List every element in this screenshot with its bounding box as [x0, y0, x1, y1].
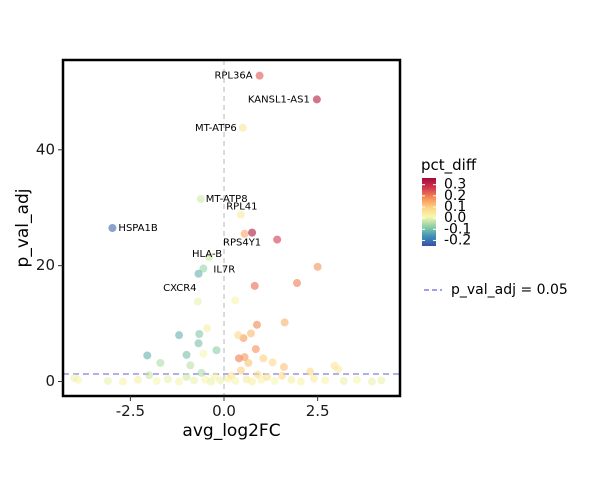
- data-point: [377, 376, 386, 385]
- colorbar-tick-label: 0.3: [444, 177, 466, 193]
- data-point: [273, 235, 282, 244]
- data-point: [352, 375, 361, 384]
- data-point: [236, 366, 245, 375]
- data-point: [199, 349, 208, 358]
- gene-label: IL7R: [213, 265, 235, 276]
- data-point: [231, 296, 240, 305]
- data-point: [152, 376, 161, 385]
- colorbar-tick-label: 0.1: [444, 199, 466, 215]
- labeled-data-point: [255, 71, 264, 80]
- colorbar-tick-label: -0.2: [444, 232, 471, 248]
- data-point: [367, 377, 376, 386]
- data-point: [287, 375, 296, 384]
- data-point: [156, 358, 165, 367]
- data-point: [251, 345, 260, 354]
- y-tick-label: 0: [45, 372, 55, 390]
- data-point: [175, 377, 184, 386]
- data-point: [190, 376, 199, 385]
- data-point: [248, 377, 257, 386]
- x-tick-label: 0.0: [212, 402, 236, 420]
- labeled-data-point: [312, 95, 321, 104]
- data-point: [244, 358, 253, 367]
- data-point: [306, 367, 315, 376]
- axes: -2.5 0.0 2.5 0 20 40 avg_log2FC p_val_adj: [13, 140, 330, 441]
- gene-label: RPS4Y1: [223, 238, 261, 249]
- y-tick-label: 20: [36, 256, 55, 274]
- data-point: [279, 363, 288, 372]
- y-tick-label: 40: [36, 140, 55, 158]
- data-point: [334, 365, 343, 374]
- gene-label: MT-ATP6: [195, 123, 237, 134]
- labeled-data-point: [108, 224, 117, 232]
- gene-label: RPL41: [226, 202, 257, 213]
- gene-label: HSPA1B: [118, 223, 157, 234]
- gene-label: HLA-B: [192, 249, 222, 260]
- colorbar: [422, 178, 436, 246]
- data-point: [252, 320, 261, 329]
- colorbar-tick-label: -0.1: [444, 221, 471, 237]
- data-point: [143, 351, 152, 360]
- gene-label: RPL36A: [214, 71, 252, 82]
- labeled-data-point: [199, 264, 208, 273]
- data-point: [193, 297, 202, 306]
- data-point: [296, 377, 305, 386]
- gene-label: CXCR4: [163, 283, 196, 294]
- data-point: [234, 331, 243, 340]
- x-tick-label: 2.5: [306, 402, 330, 420]
- data-point: [103, 376, 112, 385]
- data-point: [250, 281, 259, 290]
- labeled-data-point: [248, 228, 257, 237]
- labeled-data-point: [194, 269, 203, 278]
- y-axis-title: p_val_adj: [13, 189, 33, 268]
- x-tick-label: -2.5: [116, 402, 145, 420]
- legend: pct_diff 0.30.20.10.0-0.1-0.2 p_val_adj = …: [421, 156, 568, 298]
- data-point: [231, 376, 240, 385]
- data-point: [73, 375, 82, 384]
- data-point: [270, 376, 279, 385]
- data-point: [145, 371, 154, 380]
- data-point: [309, 374, 318, 383]
- colorbar-title: pct_diff: [421, 156, 477, 175]
- data-point: [240, 229, 249, 238]
- labeled-data-point: [205, 252, 214, 261]
- data-point: [216, 376, 225, 385]
- data-point: [240, 353, 249, 362]
- gene-label: MT-ATP8: [206, 194, 248, 205]
- data-point: [313, 262, 322, 271]
- labeled-data-point: [238, 123, 247, 132]
- gene-label: KANSL1-AS1: [248, 94, 310, 105]
- data-point: [293, 279, 302, 288]
- data-point: [321, 376, 330, 385]
- data-point: [210, 372, 219, 381]
- data-point: [280, 318, 289, 327]
- threshold-legend-label: p_val_adj = 0.05: [451, 282, 568, 298]
- data-point: [195, 330, 204, 339]
- data-point: [339, 376, 348, 385]
- labeled-data-point: [236, 210, 245, 219]
- colorbar-tick-label: 0.2: [444, 188, 466, 204]
- data-point: [175, 331, 184, 340]
- data-point: [259, 354, 268, 363]
- data-point: [197, 368, 206, 377]
- data-point: [268, 358, 277, 367]
- data-point: [263, 372, 272, 381]
- data-point: [163, 375, 172, 384]
- data-point: [194, 339, 203, 348]
- x-axis-title: avg_log2FC: [182, 421, 280, 441]
- data-point: [118, 377, 127, 386]
- colorbar-tick-label: 0.0: [444, 210, 466, 226]
- data-point: [182, 350, 191, 359]
- data-point: [278, 371, 287, 380]
- data-point: [212, 346, 221, 355]
- data-point: [186, 361, 195, 370]
- data-point: [182, 372, 191, 381]
- data-point: [133, 375, 142, 384]
- labeled-data-point: [196, 195, 205, 204]
- panel-border: [61, 58, 402, 398]
- data-point: [246, 329, 255, 338]
- data-point: [203, 324, 212, 333]
